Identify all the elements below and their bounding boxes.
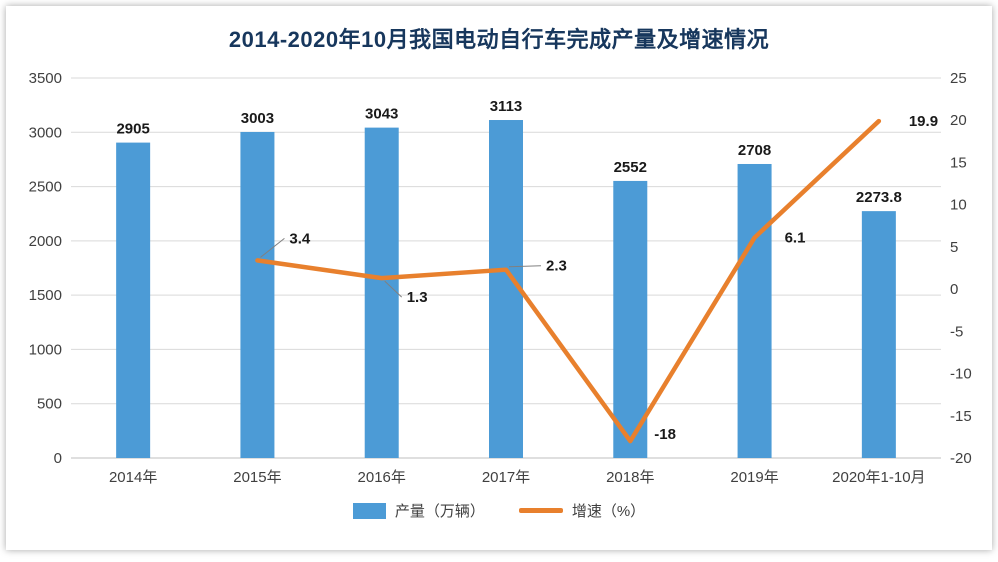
svg-text:15: 15 [950,154,967,171]
svg-text:1500: 1500 [29,287,62,304]
chart-legend: 产量（万辆） 增速（%） [6,500,992,521]
svg-text:-18: -18 [654,426,676,443]
svg-text:25: 25 [950,70,967,87]
svg-text:1.3: 1.3 [407,289,428,306]
svg-text:1000: 1000 [29,341,62,358]
combo-chart: 0 500 1000 1500 2000 2500 3000 3500 -20 -15 -10 -5 0… [29,70,972,486]
svg-text:2019年: 2019年 [730,469,778,486]
svg-text:2015年: 2015年 [233,469,281,486]
legend-item-growth: 增速（%） [518,500,646,521]
svg-text:0: 0 [54,450,62,467]
legend-label-growth: 增速（%） [571,503,646,520]
line-legend-swatch [518,508,563,513]
svg-text:3113: 3113 [490,98,523,115]
legend-label-production: 产量（万辆） [394,503,485,520]
svg-text:2018年: 2018年 [606,469,654,486]
svg-text:2500: 2500 [29,179,62,196]
svg-text:2020年1-10月: 2020年1-10月 [832,469,925,486]
svg-text:6.1: 6.1 [785,230,806,247]
legend-item-production: 产量（万辆） [352,500,485,521]
svg-text:2708: 2708 [738,142,771,159]
chart-title: 2014-2020年10月我国电动自行车完成产量及增速情况 [228,27,770,52]
svg-text:10: 10 [950,197,967,214]
svg-text:-5: -5 [950,323,963,340]
svg-text:2014年: 2014年 [109,469,157,486]
svg-text:-15: -15 [950,408,972,425]
svg-text:3000: 3000 [29,124,62,141]
svg-text:2017年: 2017年 [482,469,530,486]
svg-text:-20: -20 [950,450,972,467]
svg-text:2.3: 2.3 [546,258,567,275]
svg-text:2905: 2905 [116,121,149,138]
svg-text:5: 5 [950,239,958,256]
svg-text:2273.8: 2273.8 [856,189,902,206]
svg-text:3500: 3500 [29,70,62,87]
svg-text:2552: 2552 [614,159,647,176]
svg-text:3043: 3043 [365,106,398,123]
svg-text:20: 20 [950,112,967,129]
svg-text:2000: 2000 [29,233,62,250]
bar-legend-swatch [352,502,386,519]
svg-text:3003: 3003 [241,110,274,127]
svg-text:500: 500 [37,396,62,413]
svg-text:19.9: 19.9 [909,113,938,130]
chart-card: 2014-2020年10月我国电动自行车完成产量及增速情况 0 500 1000 15… [6,6,992,550]
svg-text:2016年: 2016年 [358,469,406,486]
svg-text:3.4: 3.4 [289,230,311,247]
svg-text:-10: -10 [950,366,972,383]
svg-text:0: 0 [950,281,958,298]
